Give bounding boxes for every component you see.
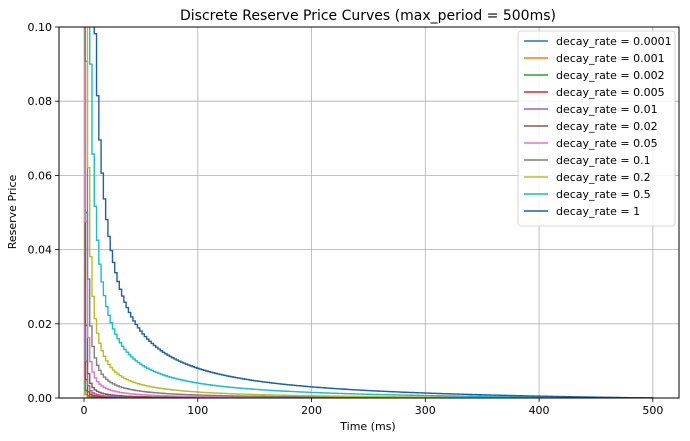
legend-entry: decay_rate = 0.001 (556, 52, 665, 65)
x-tick-label: 500 (642, 404, 663, 417)
legend-entry: decay_rate = 0.002 (556, 69, 665, 82)
legend-entry: decay_rate = 0.1 (556, 154, 651, 167)
legend-entry: decay_rate = 0.02 (556, 120, 658, 133)
x-tick-label: 100 (187, 404, 208, 417)
series-line (93, 27, 654, 398)
y-tick-label: 0.02 (28, 318, 53, 331)
legend-entry: decay_rate = 0.5 (556, 188, 651, 201)
legend-entry: decay_rate = 1 (556, 205, 640, 218)
x-tick-label: 200 (301, 404, 322, 417)
x-tick-label: 0 (81, 404, 88, 417)
series-line (85, 211, 653, 398)
y-tick-label: 0.06 (28, 169, 53, 182)
y-tick-label: 0.08 (28, 95, 53, 108)
legend-entry: decay_rate = 0.2 (556, 171, 651, 184)
series-line (89, 27, 654, 398)
x-tick-label: 400 (529, 404, 550, 417)
chart-title: Discrete Reserve Price Curves (max_perio… (180, 8, 556, 24)
legend: decay_rate = 0.0001 decay_rate = 0.001 dec… (517, 30, 676, 227)
y-tick-label: 0.10 (28, 21, 53, 34)
legend-entry: decay_rate = 0.0001 (556, 35, 672, 48)
plot-frame (58, 26, 680, 399)
y-tick-label: 0.00 (28, 392, 53, 405)
x-tick-label: 300 (415, 404, 436, 417)
y-axis-label: Reserve Price (6, 174, 19, 249)
legend-box (517, 30, 676, 227)
legend-entry: decay_rate = 0.05 (556, 137, 658, 150)
x-axis-label: Time (ms) (339, 420, 395, 433)
y-tick-label: 0.04 (28, 244, 53, 257)
legend-entry: decay_rate = 0.01 (556, 103, 658, 116)
axis-ticks: 0 100 200 300 400 500 0.00 0.02 0.04 0.06 0.08 0.10 (28, 21, 664, 417)
legend-entry: decay_rate = 0.005 (556, 86, 665, 99)
